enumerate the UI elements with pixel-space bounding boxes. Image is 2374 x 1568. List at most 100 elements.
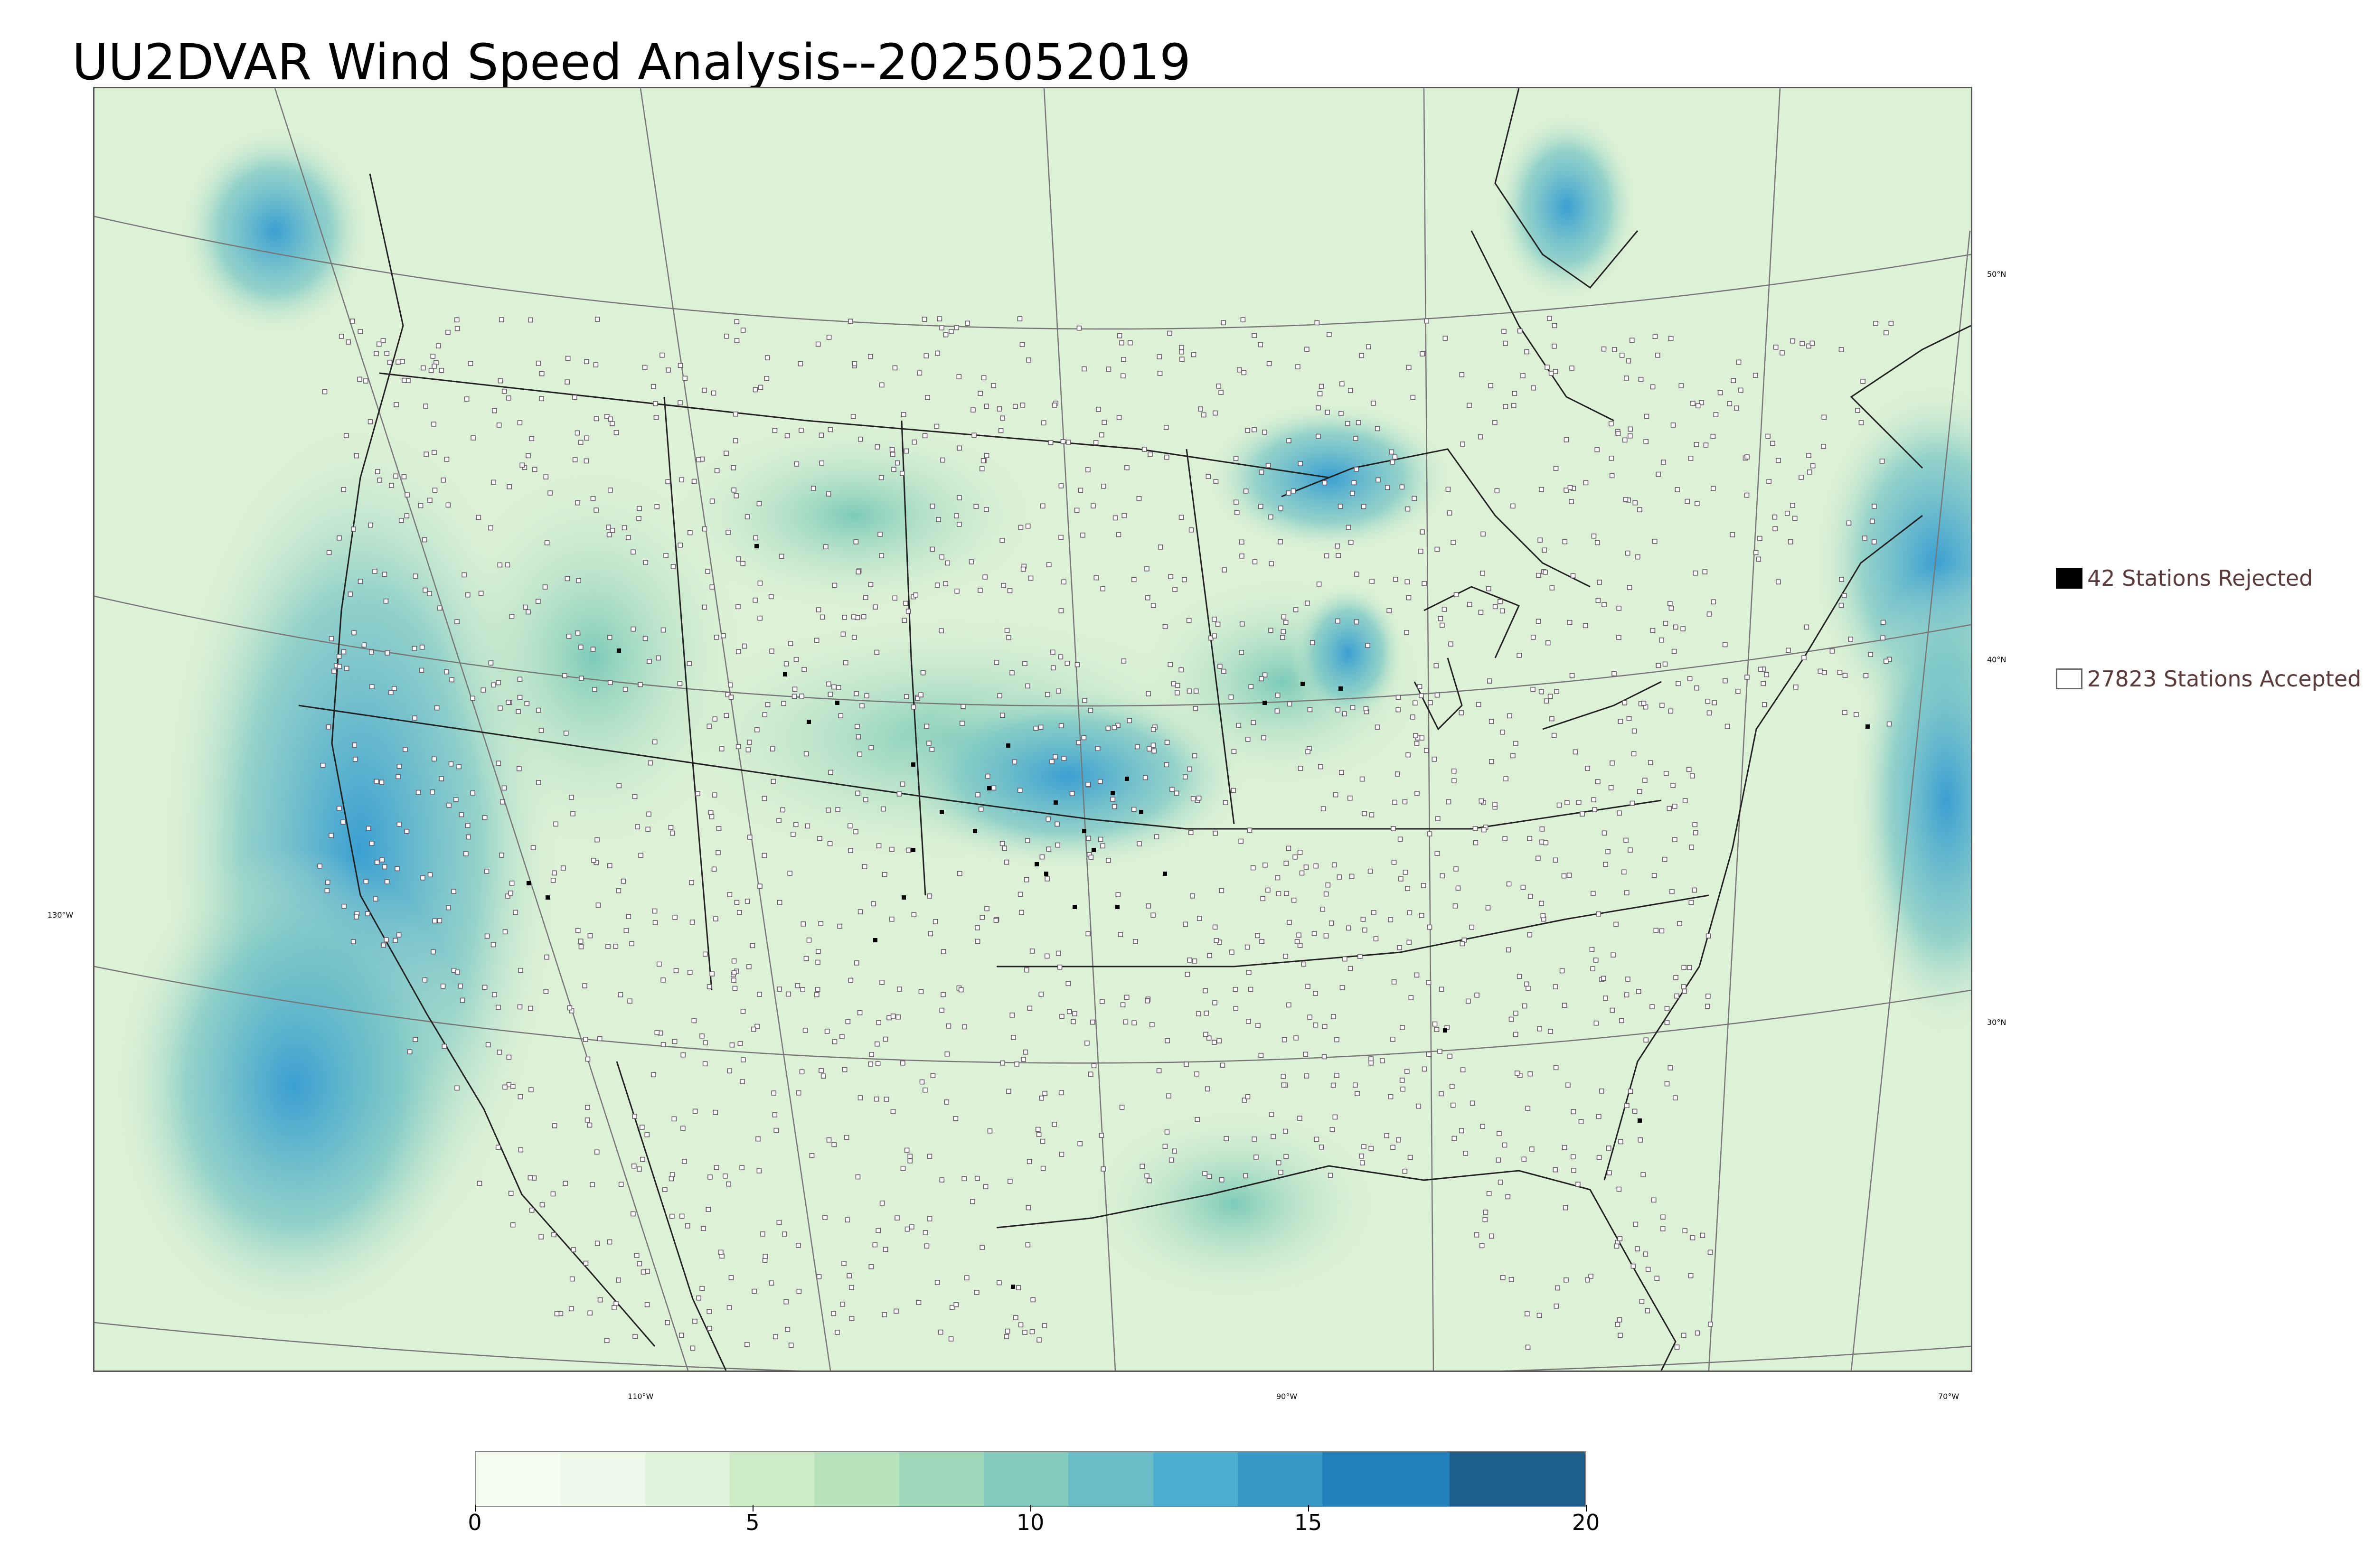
station-accepted (740, 1009, 746, 1014)
station-accepted (652, 920, 658, 925)
station-accepted (1414, 791, 1420, 796)
station-accepted (1266, 361, 1272, 366)
station-accepted (1503, 776, 1508, 781)
station-accepted (960, 721, 965, 726)
station-accepted (350, 939, 356, 944)
station-accepted (605, 944, 611, 949)
station-accepted (1540, 913, 1546, 919)
station-accepted (938, 1329, 943, 1335)
station-accepted (1276, 891, 1281, 896)
station-accepted (1627, 585, 1632, 590)
station-accepted (1501, 329, 1507, 334)
station-accepted (848, 848, 853, 853)
station-accepted (394, 402, 399, 407)
station-accepted (570, 811, 575, 817)
station-accepted (552, 870, 557, 876)
station-accepted (751, 1026, 756, 1032)
station-accepted (1082, 366, 1087, 372)
station-accepted (412, 646, 417, 651)
station-accepted (1420, 351, 1425, 357)
station-accepted (1645, 1308, 1650, 1314)
station-accepted (832, 1039, 838, 1044)
station-accepted (610, 421, 615, 426)
station-accepted (1663, 771, 1669, 776)
wind-speed-map[interactable] (94, 88, 1971, 1371)
station-accepted (852, 635, 857, 640)
station-accepted (724, 713, 729, 718)
station-accepted (1072, 1011, 1077, 1016)
station-accepted (476, 515, 481, 520)
station-accepted (788, 1343, 794, 1348)
station-accepted (499, 853, 504, 858)
station-accepted (705, 569, 710, 574)
station-accepted (1390, 1145, 1395, 1150)
station-accepted (1659, 638, 1664, 643)
station-accepted (1313, 1022, 1319, 1028)
station-accepted (826, 491, 831, 497)
station-accepted (1583, 623, 1588, 629)
station-accepted (826, 1137, 832, 1143)
station-accepted (1434, 851, 1440, 856)
station-accepted (377, 478, 382, 483)
station-accepted (679, 1213, 685, 1219)
station-accepted (791, 832, 796, 837)
station-accepted (891, 467, 896, 472)
station-accepted (1403, 870, 1408, 875)
station-accepted (1281, 1082, 1287, 1088)
station-accepted (875, 444, 880, 450)
station-accepted (1405, 506, 1411, 512)
station-accepted (1681, 965, 1686, 970)
map-panel[interactable] (93, 87, 1972, 1372)
station-accepted (1017, 788, 1023, 793)
station-rejected (1865, 724, 1870, 729)
station-accepted (1255, 1023, 1261, 1028)
station-accepted (1539, 487, 1544, 492)
station-accepted (1460, 941, 1465, 947)
station-accepted (1121, 513, 1127, 518)
station-rejected (1638, 1118, 1642, 1123)
station-accepted (997, 406, 1002, 412)
station-accepted (1147, 746, 1152, 751)
station-accepted (1685, 498, 1690, 504)
station-accepted (905, 847, 911, 853)
station-accepted (1184, 1061, 1189, 1067)
colorbar-segment (560, 1452, 645, 1506)
station-accepted (1474, 1232, 1479, 1238)
station-accepted (1044, 953, 1050, 959)
station-accepted (1012, 759, 1017, 765)
station-accepted (1469, 924, 1474, 930)
station-accepted (1198, 406, 1203, 412)
station-accepted (729, 1042, 735, 1048)
station-accepted (432, 363, 437, 369)
station-accepted (1023, 1049, 1028, 1055)
station-accepted (1229, 949, 1234, 955)
station-accepted (848, 977, 854, 983)
station-accepted (1459, 1128, 1464, 1134)
station-accepted (1008, 1179, 1013, 1184)
station-accepted (994, 660, 999, 665)
station-accepted (954, 588, 960, 594)
station-accepted (998, 428, 1004, 433)
station-accepted (1101, 483, 1106, 489)
station-rejected (1262, 701, 1267, 705)
station-accepted (904, 1226, 910, 1232)
station-accepted (1342, 956, 1347, 962)
station-accepted (706, 1207, 711, 1212)
station-accepted (1654, 1276, 1660, 1281)
station-accepted (660, 1042, 666, 1047)
station-accepted (1127, 718, 1132, 723)
station-accepted (435, 343, 441, 348)
station-accepted (699, 1286, 705, 1291)
station-accepted (1131, 1020, 1137, 1025)
station-accepted (902, 618, 907, 623)
station-accepted (848, 823, 853, 828)
station-accepted (419, 667, 424, 673)
station-accepted (1004, 628, 1010, 633)
lon-label-110: 110°W (628, 1392, 654, 1401)
station-accepted (653, 401, 658, 406)
station-accepted (689, 880, 694, 885)
station-accepted (692, 1108, 698, 1114)
station-accepted (1478, 610, 1484, 615)
station-accepted (1507, 713, 1512, 719)
station-accepted (737, 910, 742, 915)
